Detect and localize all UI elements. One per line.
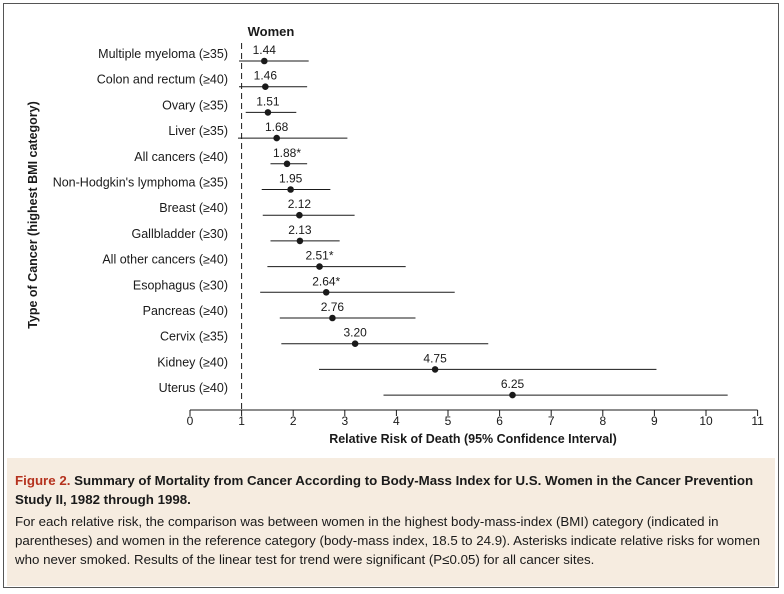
x-tick-label: 7 (548, 414, 555, 428)
row-label: All cancers (≥40) (134, 150, 228, 164)
point-estimate (273, 134, 280, 142)
point-estimate (322, 289, 330, 296)
point-estimate (261, 57, 268, 65)
x-axis-title: Relative Risk of Death (95% Confidence I… (329, 432, 617, 446)
value-label: 1.95 (279, 172, 303, 186)
y-axis-title: Type of Cancer (highest BMI category) (26, 101, 40, 329)
point-estimate (329, 314, 336, 322)
row-label: Kidney (≥40) (157, 355, 228, 369)
value-label: 2.76 (321, 300, 345, 314)
point-estimate (296, 211, 303, 219)
caption-title: Figure 2. Summary of Mortality from Canc… (15, 471, 767, 509)
row-label: Non-Hodgkin's lymphoma (≥35) (53, 176, 228, 190)
row-label: Uterus (≥40) (159, 381, 228, 395)
row-label: Colon and rectum (≥40) (97, 73, 228, 87)
point-estimate (509, 391, 516, 399)
row-label: Esophagus (≥30) (133, 278, 228, 292)
value-label: 6.25 (501, 377, 525, 391)
x-tick-label: 6 (496, 414, 503, 428)
caption-label: Figure 2. (15, 473, 71, 488)
value-label: 1.51 (256, 94, 280, 108)
row-label: Multiple myeloma (≥35) (98, 47, 228, 61)
value-label: 3.20 (343, 326, 367, 340)
value-label: 1.68 (265, 120, 289, 134)
x-tick-label: 10 (699, 414, 713, 428)
value-label: 1.88* (273, 146, 301, 160)
row-label: Ovary (≥35) (162, 98, 228, 112)
point-estimate (431, 366, 439, 373)
value-label: 1.44 (253, 43, 277, 57)
x-tick-label: 4 (393, 414, 400, 428)
point-estimate (351, 340, 359, 348)
value-label: 4.75 (423, 351, 447, 365)
value-label: 1.46 (254, 69, 278, 83)
x-tick-label: 0 (187, 414, 194, 428)
x-tick-label: 5 (445, 414, 452, 428)
value-label: 2.51* (306, 249, 334, 263)
row-label: Breast (≥40) (159, 201, 228, 215)
point-estimate (296, 237, 304, 245)
point-estimate (283, 160, 291, 168)
row-label: Gallbladder (≥30) (132, 227, 229, 241)
caption-body: For each relative risk, the comparison w… (15, 514, 760, 567)
row-label: Cervix (≥35) (160, 330, 228, 344)
caption-title-text: Summary of Mortality from Cancer Accordi… (15, 473, 754, 507)
row-label: Pancreas (≥40) (143, 304, 228, 318)
point-estimate (262, 83, 269, 90)
x-tick-label: 1 (238, 414, 245, 428)
point-estimate (287, 186, 294, 193)
forest-plot: Women Multiple myeloma (≥35) 1.44 Colon and… (26, 24, 764, 446)
x-tick-label: 8 (599, 414, 606, 428)
x-tick-label: 9 (651, 414, 658, 428)
x-tick-label: 11 (751, 414, 764, 428)
point-estimate (264, 109, 272, 116)
value-label: 2.64* (312, 274, 340, 288)
value-label: 2.12 (288, 197, 312, 211)
point-estimate (316, 263, 323, 270)
row-label: Liver (≥35) (168, 124, 228, 138)
value-label: 2.13 (288, 223, 312, 237)
x-tick-label: 3 (341, 414, 348, 428)
row-label: All other cancers (≥40) (102, 253, 228, 267)
chart-title: Women (248, 24, 295, 39)
x-tick-label: 2 (290, 414, 297, 428)
figure-caption: Figure 2. Summary of Mortality from Canc… (7, 458, 775, 586)
